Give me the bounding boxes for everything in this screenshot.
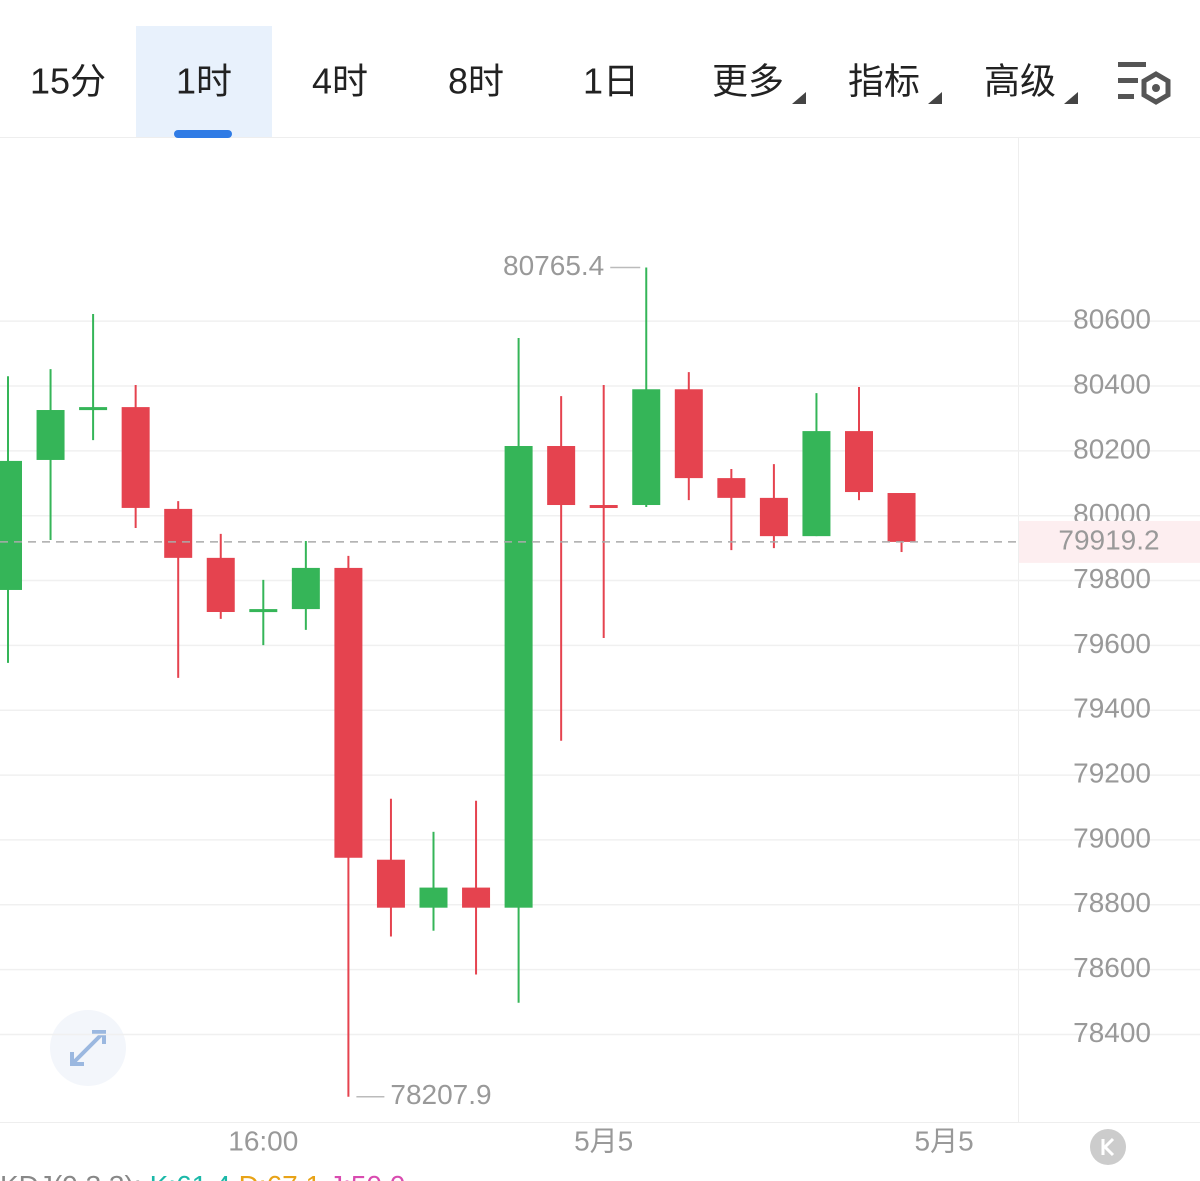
candle-body	[121, 407, 150, 508]
candle-body	[717, 478, 746, 498]
x-tick-label: 16:00	[228, 1125, 298, 1156]
candle-body	[334, 567, 363, 858]
icon-hex	[1141, 71, 1171, 105]
last-price-label: 79919.2	[1058, 524, 1159, 555]
icon-dot	[1152, 84, 1160, 92]
candle-body	[0, 460, 22, 590]
dropdown-caret	[792, 92, 806, 104]
candle-body	[632, 389, 661, 506]
tab[interactable]: 高级	[984, 61, 1056, 102]
candle-body	[419, 887, 448, 908]
y-tick-label: 79400	[1073, 693, 1151, 724]
x-tick-label: 5月5	[915, 1125, 974, 1156]
y-tick-label: 79600	[1073, 628, 1151, 659]
indicator-value: D:67.1	[239, 1170, 322, 1181]
fullscreen-button[interactable]	[50, 1010, 126, 1086]
candle-body	[79, 407, 108, 411]
candle-body	[887, 493, 916, 542]
last-price-tag	[1019, 520, 1200, 563]
tab[interactable]: 指标	[848, 61, 920, 102]
dropdown-caret	[928, 92, 942, 104]
tab[interactable]: 8时	[448, 61, 504, 102]
candle-body	[845, 431, 873, 493]
dropdown-caret	[1064, 92, 1078, 104]
y-tick-label: 80400	[1073, 368, 1151, 399]
y-tick-label: 79200	[1073, 757, 1151, 788]
candle-body	[206, 557, 235, 613]
settings-icon[interactable]	[1118, 62, 1171, 105]
indicator-value: K:61.4	[150, 1170, 231, 1181]
low-marker-label: 78207.9	[390, 1079, 491, 1110]
y-tick-label: 78800	[1073, 887, 1151, 918]
candle-body	[36, 410, 65, 460]
candle-body	[759, 497, 788, 537]
high-marker-label: 80765.4	[503, 250, 604, 281]
candle-body	[674, 389, 703, 479]
icon-bar	[1118, 78, 1138, 83]
candle-body	[547, 446, 576, 506]
active-tab-bg	[136, 26, 272, 137]
y-tick-label: 79800	[1073, 563, 1151, 594]
scroll-latest-button[interactable]	[1090, 1129, 1126, 1165]
icon-bar	[1118, 94, 1134, 99]
candle-body	[164, 508, 193, 558]
candle-body	[504, 446, 533, 908]
candle-body	[376, 859, 405, 908]
y-tick-label: 80200	[1073, 433, 1151, 464]
y-tick-label: 78400	[1073, 1017, 1151, 1048]
icon	[1101, 1137, 1115, 1157]
tab[interactable]: 1时	[176, 61, 232, 102]
tab[interactable]: 更多	[712, 61, 784, 102]
y-tick-label: 79000	[1073, 822, 1151, 853]
tab[interactable]: 15分	[30, 61, 106, 102]
tab[interactable]: 1日	[583, 61, 639, 102]
tab[interactable]: 4时	[312, 61, 368, 102]
y-tick-label: 80600	[1073, 304, 1151, 335]
button-bg	[1090, 1129, 1126, 1165]
candle-body	[291, 567, 320, 610]
candle-body	[802, 431, 831, 537]
icon-bar	[1118, 62, 1146, 67]
indicator-value: KDJ(9,3,3):	[0, 1170, 142, 1181]
indicator-line: KDJ(9,3,3): K:61.4 D:67.1 J:50.0	[0, 1170, 405, 1181]
active-tab-indicator	[174, 130, 232, 138]
indicator-value: J:50.0	[329, 1170, 405, 1181]
candle-body	[462, 887, 491, 908]
candle-body	[589, 505, 618, 509]
candle-body	[249, 609, 278, 613]
expand-icon	[70, 1030, 106, 1066]
x-tick-label: 5月5	[574, 1125, 633, 1156]
y-tick-label: 78600	[1073, 952, 1151, 983]
